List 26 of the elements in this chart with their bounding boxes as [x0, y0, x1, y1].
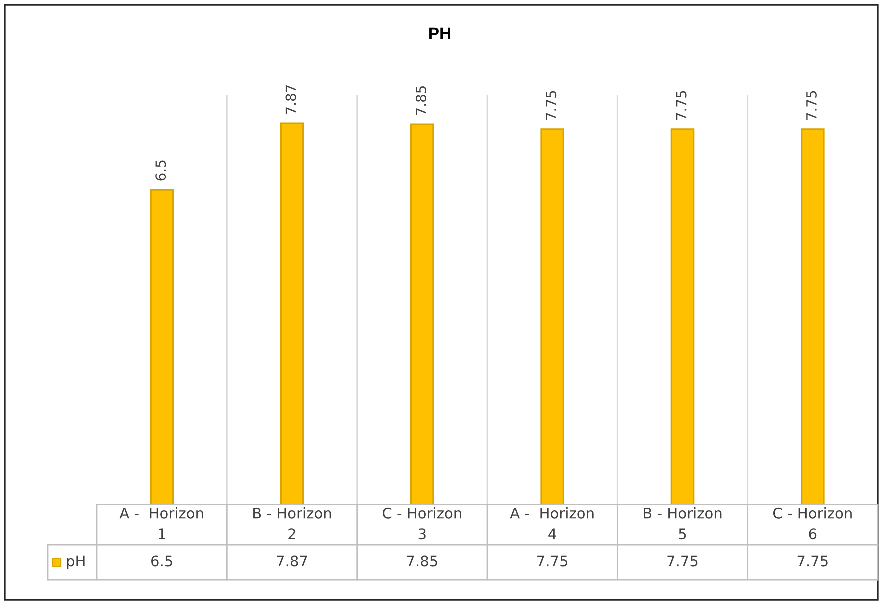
- data-label: 7.85: [407, 556, 438, 567]
- data-label: 7.87: [277, 556, 308, 567]
- annotation: 7.75: [806, 91, 817, 120]
- x-tick-label: C - Horizon 3: [383, 508, 462, 540]
- annotation: 6.5: [156, 160, 166, 181]
- annotation: 7.75: [676, 91, 687, 120]
- x-tick-label: B - Horizon 2: [254, 508, 332, 540]
- data-label: 7.75: [538, 556, 568, 567]
- annotation: 7.75: [546, 91, 557, 120]
- x-tick-label: C - Horizon 6: [774, 508, 852, 540]
- bar: [150, 189, 174, 505]
- bar: [670, 128, 695, 505]
- chart-title: PH: [430, 28, 450, 40]
- data-label: 7.75: [668, 556, 698, 567]
- x-tick-label: B - Horizon 5: [644, 508, 722, 540]
- legend-label: pH: [67, 556, 85, 570]
- x-tick-label: A - Horizon 1: [120, 508, 204, 540]
- annotation: 7.87: [286, 86, 296, 114]
- bar: [410, 124, 434, 505]
- bar: [540, 128, 564, 505]
- data-label: 6.5: [152, 556, 172, 567]
- annotation: 7.85: [416, 86, 426, 116]
- data-label: 7.75: [798, 556, 828, 567]
- x-tick-label: A - Horizon 4: [510, 508, 594, 540]
- bar: [280, 122, 304, 505]
- bar: [801, 128, 825, 505]
